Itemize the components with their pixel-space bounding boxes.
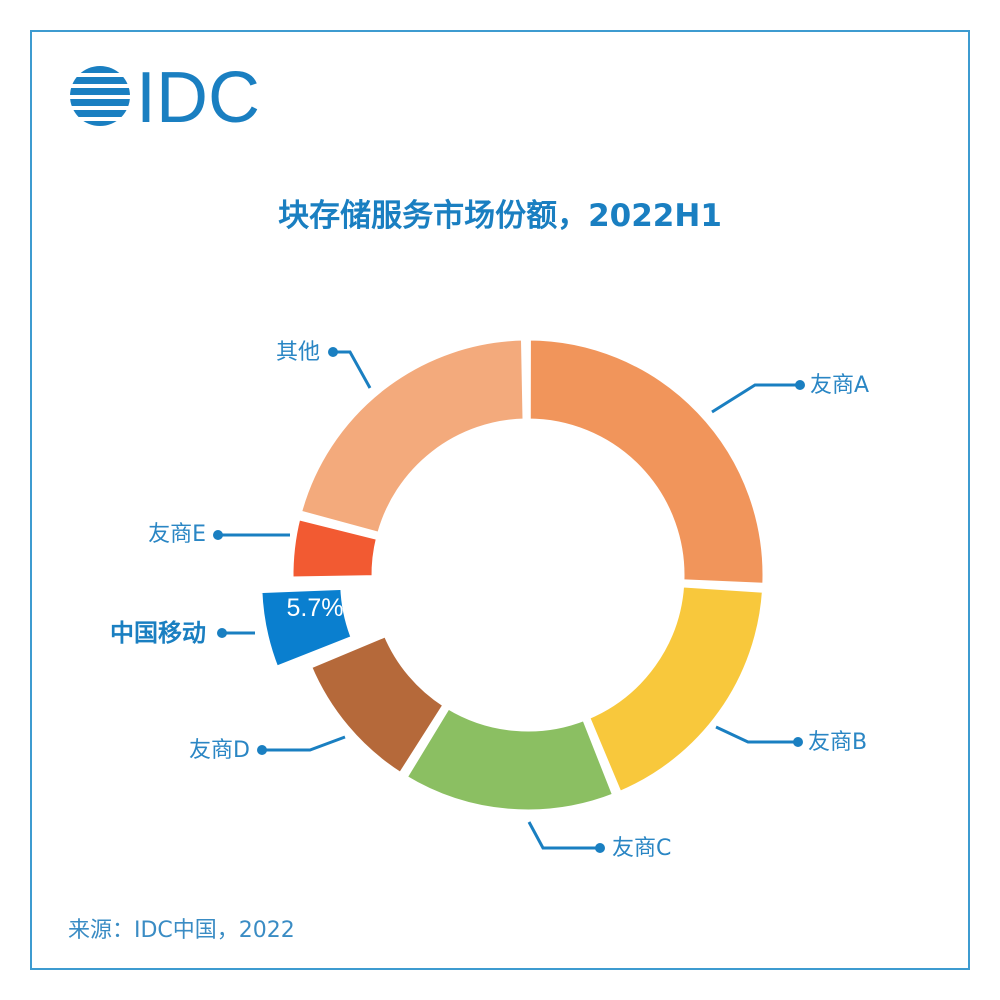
slice-1 <box>525 335 768 588</box>
leader-line-other <box>333 350 372 389</box>
logo-text: IDC <box>136 62 260 132</box>
chart-frame <box>30 30 970 970</box>
idc-logo: IDC <box>70 62 260 132</box>
leader-line-a <box>711 383 800 414</box>
slice-6 <box>288 514 382 582</box>
data-label-china-mobile: 5.7% <box>287 594 344 622</box>
legend-label-china-mobile: 中国移动 <box>110 619 206 647</box>
slice-3 <box>401 703 619 815</box>
slice-5 <box>257 584 357 672</box>
legend-label-b: 友商B <box>808 730 868 755</box>
leader-line-d <box>262 735 346 752</box>
chart-title: 块存储服务市场份额，2022H1 <box>278 198 722 234</box>
leader-line-b <box>715 725 798 744</box>
slice-2 <box>584 582 768 797</box>
legend-label-a: 友商A <box>810 373 870 398</box>
slice-7 <box>296 335 528 538</box>
source-note: 来源：IDC中国，2022 <box>68 918 295 943</box>
legend-label-c: 友商C <box>612 836 672 861</box>
legend-label-d: 友商D <box>189 738 250 763</box>
legend-label-e: 友商E <box>148 522 206 547</box>
leader-line-c <box>527 821 600 850</box>
slice-4 <box>306 631 449 779</box>
leader-lines <box>218 350 800 850</box>
legend-label-other: 其他 <box>275 340 320 365</box>
